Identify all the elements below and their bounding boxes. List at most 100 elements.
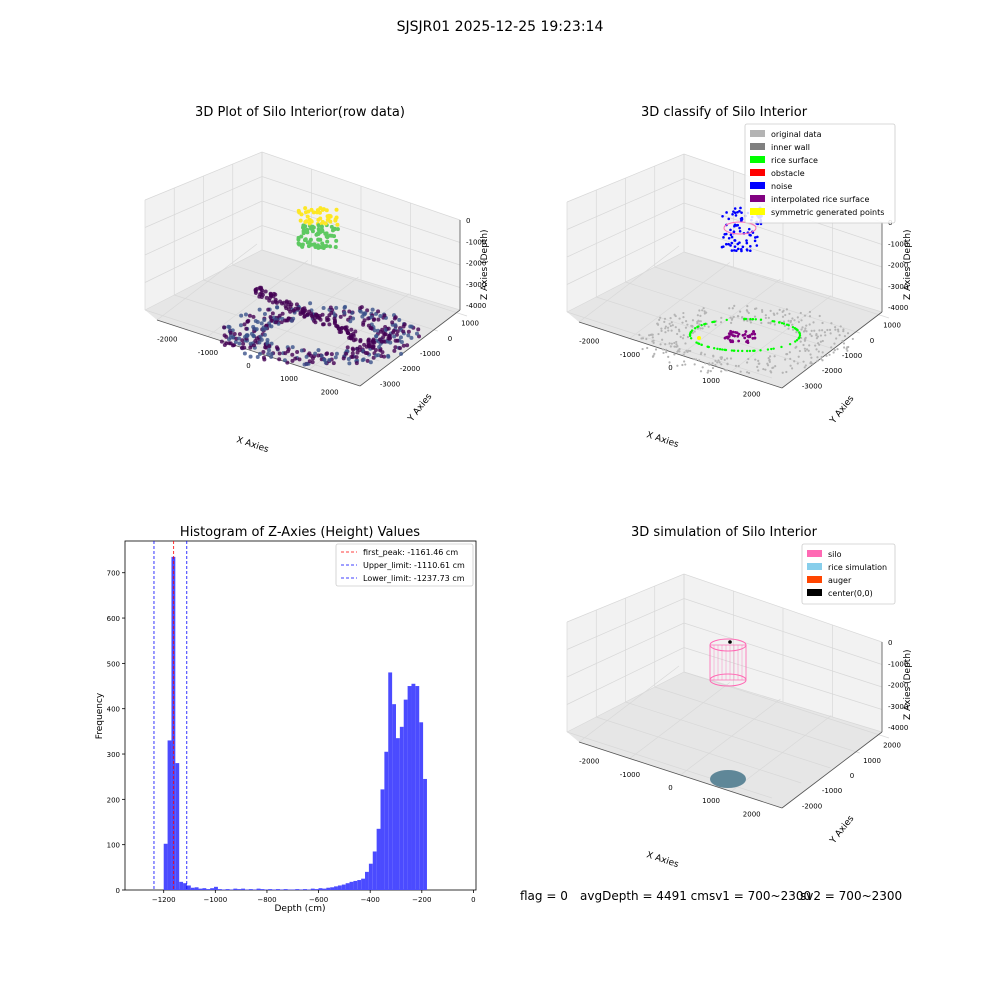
classify-point-original bbox=[764, 368, 767, 371]
sim-y-tick: 1000 bbox=[863, 757, 881, 765]
classify-point-interpolated bbox=[736, 334, 740, 338]
histogram-x-tick-label: −1200 bbox=[152, 896, 176, 904]
classify-point-rice bbox=[780, 321, 784, 325]
raw-grid-line bbox=[156, 243, 258, 321]
raw-point bbox=[269, 351, 274, 356]
classify-point-rice bbox=[797, 337, 800, 340]
classify-grid-line bbox=[654, 266, 860, 334]
raw-point bbox=[293, 306, 298, 311]
classify-point-noise bbox=[738, 229, 742, 233]
raw-point bbox=[266, 352, 271, 357]
raw-point bbox=[238, 323, 243, 328]
histogram-y-tick-label: 200 bbox=[107, 796, 120, 804]
classify-point-rice bbox=[788, 342, 792, 346]
sim-z-tick: 0 bbox=[888, 639, 892, 647]
classify-point-original bbox=[714, 363, 717, 367]
simulation-silo-top bbox=[709, 638, 747, 652]
raw-point bbox=[357, 345, 362, 350]
classify-point-original bbox=[825, 354, 828, 357]
classify-point-rice bbox=[770, 347, 773, 351]
raw-point bbox=[353, 329, 358, 334]
classify-point-original bbox=[724, 369, 727, 372]
classify-point-original bbox=[651, 333, 654, 336]
classify-point-original bbox=[729, 316, 732, 319]
raw-point bbox=[228, 330, 233, 335]
raw-point bbox=[325, 351, 330, 356]
raw-grid-line bbox=[174, 294, 380, 362]
raw-point bbox=[366, 343, 371, 348]
classify-point-original bbox=[703, 312, 706, 315]
classify-point-original bbox=[641, 337, 645, 340]
classify-point-rice bbox=[743, 317, 746, 321]
raw-point bbox=[354, 361, 359, 366]
classify-point-original bbox=[838, 334, 841, 337]
classify-point-interpolated bbox=[748, 335, 752, 339]
classify-point-original bbox=[809, 333, 812, 336]
classify-point-original bbox=[666, 326, 670, 329]
simulation-legend-swatch bbox=[807, 550, 822, 557]
sim-y-tick: -1000 bbox=[822, 787, 842, 795]
classify-point-original bbox=[835, 337, 838, 340]
raw-point bbox=[387, 334, 392, 339]
classify-point-original bbox=[789, 321, 792, 324]
classify-legend-swatch bbox=[750, 182, 765, 189]
histogram-bar bbox=[376, 828, 381, 890]
classify-point-original bbox=[673, 353, 676, 356]
classify-point-rice bbox=[718, 348, 722, 351]
raw-x-tick: -2000 bbox=[157, 336, 177, 344]
raw-point bbox=[398, 346, 403, 351]
classify-point-original bbox=[677, 349, 680, 352]
classify-point-original bbox=[714, 323, 717, 327]
classify-point-noise bbox=[729, 233, 733, 237]
histogram-y-tick-label: 0 bbox=[116, 887, 120, 895]
classify-point-original bbox=[726, 357, 729, 360]
classify-point-original bbox=[807, 349, 810, 352]
histogram-bar bbox=[310, 888, 315, 890]
classify-point-original bbox=[686, 323, 689, 326]
classify-point-original bbox=[703, 310, 706, 313]
classify-point-original bbox=[662, 351, 665, 355]
histogram-bar bbox=[303, 889, 307, 890]
classify-point-noise bbox=[756, 235, 759, 239]
classify-point-original bbox=[787, 327, 790, 330]
histogram-plot: −1200 −1000 −800 −600 −400 −200 0 0 100 200 300 400… bbox=[107, 540, 477, 904]
classify-legend-swatch bbox=[750, 130, 765, 137]
histogram-bar bbox=[237, 889, 242, 890]
raw-point bbox=[228, 335, 233, 340]
classify-point-original bbox=[675, 345, 678, 348]
classify-legend-label: noise bbox=[771, 182, 792, 191]
classify-y-tick: 1000 bbox=[883, 322, 901, 330]
raw-point bbox=[334, 238, 339, 243]
classify-point-rice bbox=[689, 331, 692, 334]
classify-point-interpolated bbox=[743, 332, 747, 336]
classify-point-original bbox=[790, 367, 794, 370]
raw-point bbox=[272, 291, 277, 296]
classify-point-original bbox=[749, 321, 753, 324]
classify-point-original bbox=[841, 339, 844, 343]
classify-legend-label: interpolated rice surface bbox=[771, 195, 869, 204]
raw-point bbox=[320, 227, 325, 232]
classify-legend-label: obstacle bbox=[771, 169, 805, 178]
raw-point bbox=[303, 220, 308, 225]
classify-point-original bbox=[675, 340, 678, 344]
classify-point-original bbox=[809, 361, 813, 364]
classify-point-noise bbox=[755, 244, 759, 247]
histogram-x-tick-label: −800 bbox=[257, 896, 276, 904]
classify-point-interpolated bbox=[731, 339, 734, 343]
classify-point-original bbox=[784, 358, 787, 361]
classify-point-original bbox=[803, 329, 807, 332]
histogram-bar bbox=[415, 686, 420, 890]
raw-point bbox=[409, 335, 414, 340]
classify-point-noise bbox=[738, 209, 741, 213]
raw-point bbox=[259, 337, 264, 342]
raw-point bbox=[358, 337, 363, 342]
raw-point bbox=[280, 301, 285, 306]
histogram-bar bbox=[326, 887, 331, 890]
raw-point bbox=[237, 341, 242, 346]
classify-point-original bbox=[703, 353, 706, 356]
classify-point-original bbox=[720, 316, 723, 319]
classify-point-original bbox=[781, 371, 784, 374]
simulation-legend-label: silo bbox=[828, 550, 842, 559]
sim-grid-line bbox=[566, 731, 773, 799]
classify-x-tick: 1000 bbox=[702, 377, 720, 385]
